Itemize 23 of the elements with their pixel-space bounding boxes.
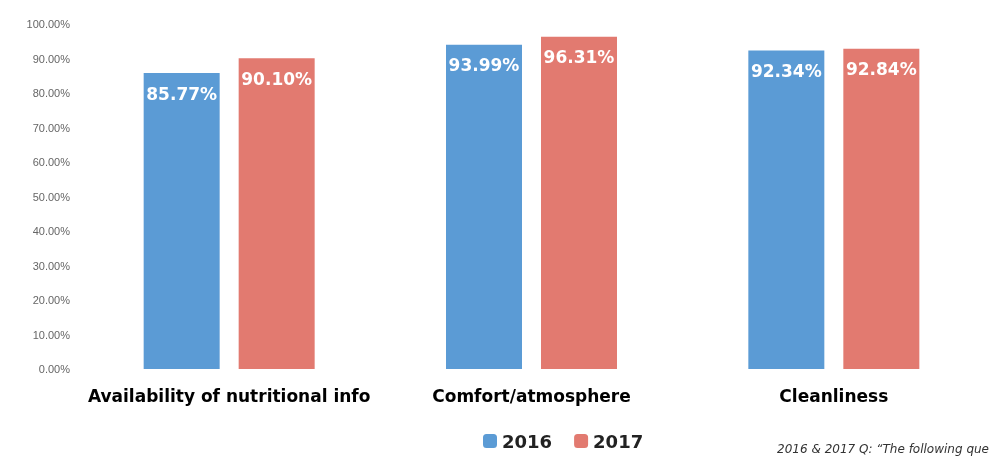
y-tick-label: 60.00% (32, 156, 71, 168)
legend-label: 2016 (502, 430, 553, 452)
x-tick-label: Cleanliness (779, 385, 889, 406)
y-tick-label: 10.00% (32, 328, 71, 341)
y-tick-label: 40.00% (32, 225, 71, 237)
y-tick-label: 20.00% (32, 294, 71, 306)
text: 2016 & 2017 Q: “The following que (777, 442, 990, 456)
y-tick-label: 90.00% (32, 52, 71, 65)
data-label: 92.34% (750, 60, 822, 81)
x-tick-label: Availability of nutritional info (87, 385, 371, 406)
data-label: 93.99% (448, 55, 520, 76)
y-tick-label: 0.00% (38, 363, 71, 375)
data-label: 92.84% (845, 59, 917, 80)
data-label: 90.10% (241, 68, 313, 89)
data-label: 85.77% (146, 83, 218, 104)
x-tick-label: Comfort/atmosphere (432, 385, 631, 406)
y-tick-label: 80.00% (32, 87, 71, 99)
y-tick-label: 50.00% (32, 190, 71, 203)
data-label: 96.31% (543, 47, 615, 68)
y-tick-label: 30.00% (32, 259, 71, 272)
y-tick-label: 100.00% (26, 18, 71, 30)
legend-label: 2017 (593, 430, 644, 452)
y-tick-label: 70.00% (32, 121, 71, 134)
